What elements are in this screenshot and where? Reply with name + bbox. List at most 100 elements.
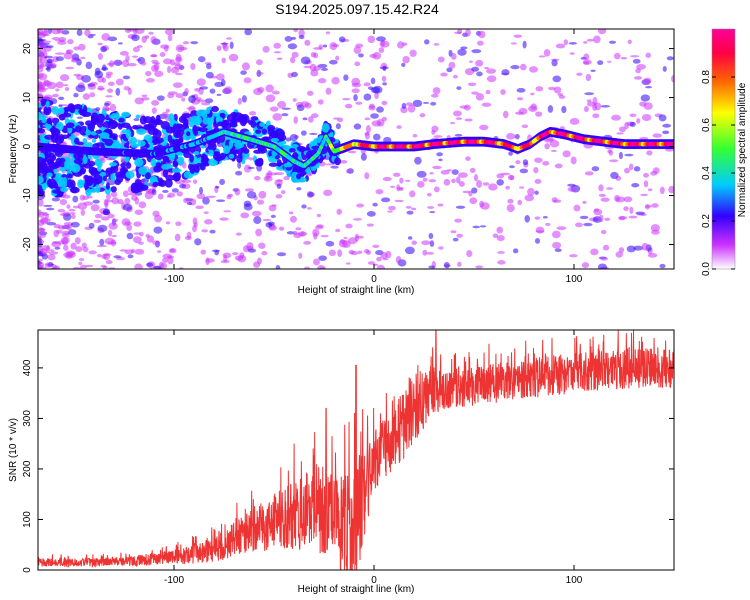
spectrogram-noise-cell (167, 91, 178, 95)
spectrogram-noise-cell (166, 65, 172, 74)
spectrogram-band-cell (188, 118, 194, 128)
spectrogram-y-ticks: 20 10 0 -10 -20 (22, 43, 674, 252)
spectrogram-noise-cell (307, 90, 314, 96)
spectrogram-noise-cell (343, 74, 349, 81)
spectrogram-noise-cell (633, 245, 644, 251)
spectrogram-noise-cell (639, 101, 647, 107)
spectrogram-noise-cell (74, 237, 81, 245)
spectrogram-band-cell (78, 108, 84, 116)
spectrogram-band-cell (110, 173, 116, 182)
spectrogram-noise-cell (437, 56, 445, 63)
spectrogram-noise-cell (471, 187, 478, 194)
spectrogram-band-cell (100, 171, 107, 177)
spectrogram-noise-cell (475, 59, 484, 67)
spectrogram-noise-cell (428, 265, 435, 269)
spectrogram-band-cell (296, 145, 306, 152)
spectrogram-band-cell (128, 136, 138, 145)
spectrogram-noise-cell (258, 242, 266, 249)
spectrogram-band-cell (160, 120, 170, 130)
spectrogram-noise-cell (107, 88, 114, 93)
spectrogram-noise-cell (108, 222, 118, 230)
spectrogram-band-cell (109, 162, 118, 167)
spectrogram-noise-cell (186, 201, 193, 206)
spectrogram-noise-cell (87, 35, 94, 39)
spectrogram-noise-cell (97, 85, 105, 91)
spectrogram-band-cell (143, 124, 150, 130)
spectrogram-noise-cell (433, 186, 440, 193)
spectrogram-noise-cell (454, 218, 462, 223)
spectrogram-noise-cell (458, 181, 465, 187)
spectrogram-band-cell (242, 148, 250, 154)
spectrogram-noise-cell (243, 203, 253, 211)
y-tick-label: -20 (22, 237, 33, 252)
spectrogram-noise-cell (636, 118, 641, 124)
spectrogram-noise-cell (38, 99, 41, 105)
spectrogram-noise-cell (496, 226, 504, 234)
spectrogram-noise-cell (573, 204, 581, 212)
spectrogram-band-cell (321, 123, 330, 133)
spectrogram-noise-cell (262, 218, 272, 222)
spectrogram-noise-cell (61, 30, 70, 35)
spectrogram-noise-cell (151, 188, 157, 196)
spectrogram-band-cell (125, 170, 135, 179)
spectrogram-noise-cell (365, 125, 371, 134)
spectrogram-noise-cell (99, 238, 105, 246)
spectrogram-noise-cell (110, 239, 117, 247)
spectrogram-noise-cell (190, 63, 196, 70)
spectrogram-noise-cell (55, 56, 64, 62)
spectrogram-noise-cell (65, 66, 75, 70)
y-tick-label: 0 (22, 567, 33, 573)
spectrogram-noise-cell (620, 56, 628, 60)
colorbar-tick-label: 0.2 (701, 214, 712, 228)
spectrogram-noise-cell (82, 93, 91, 100)
spectrogram-noise-cell (450, 230, 457, 234)
spectrogram-noise-cell (594, 102, 602, 111)
spectrogram-band-cell (258, 157, 264, 167)
spectrogram-band-cell (51, 129, 56, 137)
spectrogram-noise-cell (651, 203, 659, 208)
spectrogram-band-cell (154, 137, 164, 144)
spectrogram-noise-cell (251, 210, 262, 217)
spectrogram-noise-cell (59, 74, 70, 82)
spectrogram-noise-cell (144, 191, 154, 200)
spectrogram-noise-cell (335, 55, 340, 61)
spectrogram-noise-cell (265, 84, 274, 93)
spectrogram-noise-cell (502, 110, 509, 119)
spectrogram-noise-cell (662, 123, 672, 128)
spectrogram-noise-cell (78, 261, 83, 266)
spectrogram-noise-cell (496, 179, 504, 186)
spectrogram-band-cell (205, 106, 211, 115)
spectrogram-noise-cell (134, 29, 145, 34)
spectrogram-noise-cell (488, 183, 498, 191)
spectrogram-band-cell (176, 156, 185, 166)
spectrogram-noise-cell (107, 229, 113, 237)
spectrogram-noise-cell (401, 62, 406, 68)
spectrogram-noise-cell (226, 194, 232, 200)
spectrogram-noise-cell (122, 203, 133, 211)
spectrogram-noise-cell (258, 190, 267, 199)
spectrogram-noise-cell (47, 29, 53, 34)
spectrogram-band-cell (95, 129, 103, 134)
spectrogram-noise-cell (168, 248, 177, 254)
spectrogram-noise-cell (46, 82, 57, 90)
x-tick-label: 100 (566, 274, 583, 285)
spectrogram-noise-cell (629, 113, 637, 117)
spectrogram-noise-cell (113, 255, 122, 259)
spectrogram-noise-cell (46, 62, 57, 69)
spectrogram-band-cell (144, 143, 150, 149)
spectrogram-noise-cell (387, 210, 393, 213)
spectrogram-band-cell (95, 184, 101, 194)
spectrogram-noise-cell (152, 240, 161, 245)
spectrogram-noise-cell (486, 68, 497, 74)
spectrogram-band-cell (250, 116, 259, 121)
spectrogram-noise-cell (421, 240, 431, 246)
spectrogram-noise-cell (38, 83, 45, 92)
spectrogram-noise-cell (156, 95, 165, 101)
spectrogram-noise-cell (376, 264, 386, 269)
spectrogram-noise-cell (450, 122, 456, 125)
spectrogram-band-cell (58, 114, 66, 121)
spectrogram-noise-cell (524, 215, 530, 223)
spectrogram-band-cell (43, 108, 50, 115)
spectrogram-noise-cell (430, 101, 437, 106)
spectrogram-noise-cell (63, 232, 70, 236)
